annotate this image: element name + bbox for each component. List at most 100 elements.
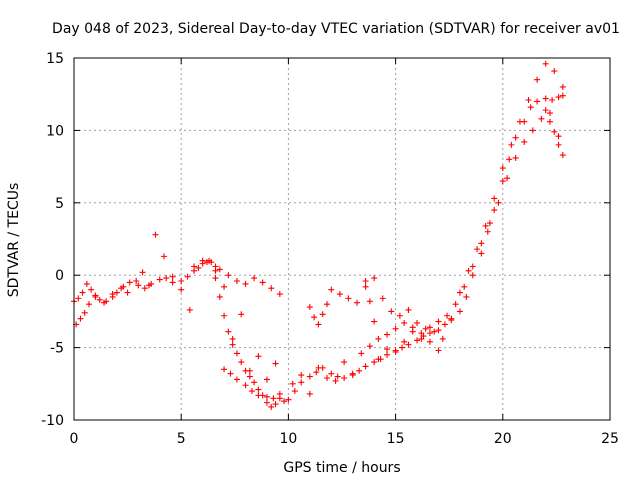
data-point xyxy=(255,386,262,393)
data-point xyxy=(225,272,232,279)
data-point xyxy=(229,341,236,348)
data-point xyxy=(527,104,534,111)
data-point xyxy=(298,379,305,386)
data-point xyxy=(388,308,395,315)
data-point xyxy=(199,257,206,264)
data-point xyxy=(242,280,249,287)
data-point xyxy=(242,382,249,389)
data-point xyxy=(405,341,412,348)
data-point xyxy=(81,309,88,316)
data-point xyxy=(559,92,566,99)
data-point xyxy=(542,107,549,114)
data-point xyxy=(233,350,240,357)
data-point xyxy=(83,280,90,287)
data-point xyxy=(341,375,348,382)
data-point xyxy=(135,282,142,289)
data-point xyxy=(506,156,513,163)
data-point xyxy=(362,283,369,290)
data-point xyxy=(246,373,253,380)
data-point xyxy=(225,328,232,335)
data-point xyxy=(248,388,255,395)
data-point xyxy=(259,392,266,399)
data-point xyxy=(221,283,228,290)
data-point xyxy=(109,291,116,298)
data-point xyxy=(538,115,545,122)
data-point xyxy=(362,277,369,284)
data-point xyxy=(444,312,451,319)
data-point xyxy=(555,133,562,140)
data-point xyxy=(276,395,283,402)
data-point xyxy=(281,398,288,405)
data-point xyxy=(441,321,448,328)
data-point xyxy=(169,279,176,286)
data-point xyxy=(371,275,378,282)
data-point xyxy=(384,351,391,358)
data-series xyxy=(73,110,562,405)
data-point xyxy=(315,321,322,328)
data-point xyxy=(426,338,433,345)
data-point xyxy=(311,314,318,321)
data-point xyxy=(306,390,313,397)
data-point xyxy=(469,263,476,270)
data-point xyxy=(384,331,391,338)
data-point xyxy=(542,60,549,67)
data-point xyxy=(529,127,536,134)
data-point xyxy=(456,308,463,315)
data-point xyxy=(521,138,528,145)
data-point xyxy=(375,335,382,342)
data-point xyxy=(349,370,356,377)
y-tick-label: -10 xyxy=(41,413,64,429)
data-point xyxy=(276,291,283,298)
data-point xyxy=(86,301,93,308)
x-axis-label: GPS time / hours xyxy=(283,460,400,476)
data-point xyxy=(559,152,566,159)
data-point xyxy=(191,263,198,270)
data-point xyxy=(392,325,399,332)
data-point xyxy=(456,289,463,296)
data-point xyxy=(306,304,313,311)
data-point xyxy=(401,338,408,345)
data-point xyxy=(431,328,438,335)
x-tick-label: 0 xyxy=(70,431,79,447)
data-point xyxy=(555,94,562,101)
data-point xyxy=(414,319,421,326)
data-point xyxy=(551,128,558,135)
data-point xyxy=(161,253,168,260)
data-point xyxy=(469,272,476,279)
data-point xyxy=(238,311,245,318)
y-tick-label: 10 xyxy=(46,123,64,139)
y-tick-labels: -10 -5 0 5 10 15 xyxy=(41,51,64,429)
data-point xyxy=(141,285,148,292)
data-point xyxy=(298,372,305,379)
data-series xyxy=(191,60,566,342)
data-point xyxy=(306,373,313,380)
data-point xyxy=(341,359,348,366)
y-tick-label: 0 xyxy=(55,268,64,284)
data-point xyxy=(323,301,330,308)
data-point xyxy=(285,396,292,403)
data-point xyxy=(233,277,240,284)
data-point xyxy=(478,250,485,257)
y-axis-label: SDTVAR / TECUs xyxy=(6,183,22,298)
data-point xyxy=(525,96,532,103)
data-point xyxy=(399,344,406,351)
data-point xyxy=(101,299,108,306)
data-point xyxy=(227,370,234,377)
data-point xyxy=(426,324,433,331)
data-point xyxy=(186,306,193,313)
data-point xyxy=(328,286,335,293)
data-point xyxy=(221,312,228,319)
chart-title: Day 048 of 2023, Sidereal Day-to-day VTE… xyxy=(52,21,620,37)
data-point xyxy=(334,373,341,380)
data-point xyxy=(559,83,566,90)
data-point xyxy=(263,393,270,400)
data-point xyxy=(401,319,408,326)
data-point xyxy=(238,359,245,366)
data-point xyxy=(178,286,185,293)
data-point xyxy=(126,279,133,286)
data-point xyxy=(332,377,339,384)
data-point xyxy=(356,367,363,374)
data-series xyxy=(71,92,566,403)
